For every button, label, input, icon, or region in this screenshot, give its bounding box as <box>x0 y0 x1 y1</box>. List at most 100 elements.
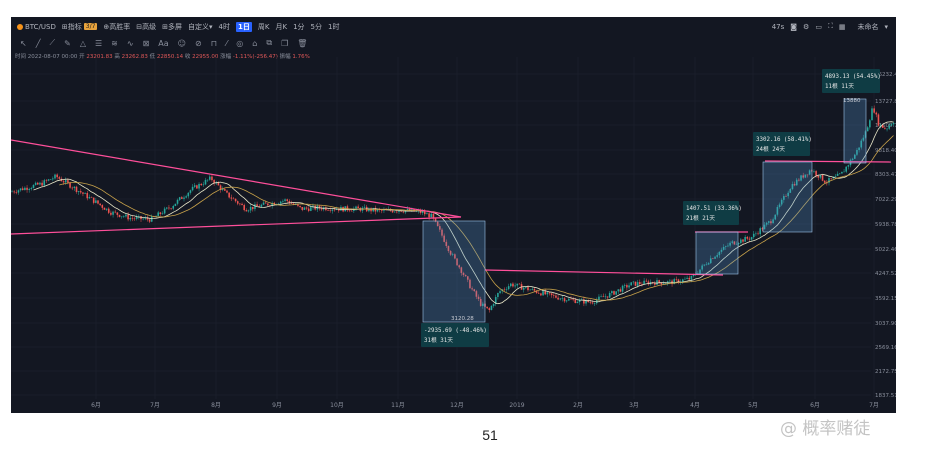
copy-icon[interactable]: ⧉ <box>266 38 273 47</box>
brush-icon[interactable]: ⁄ <box>225 38 228 48</box>
measure-label-bg <box>683 201 739 225</box>
measure-box-drop <box>422 220 486 323</box>
candle-body <box>262 202 265 205</box>
trendline-icon[interactable]: ╱ <box>35 38 41 48</box>
fullscreen-icon[interactable]: ⛶ <box>827 22 833 30</box>
x-tick-label: 3月 <box>629 402 639 409</box>
candle-body <box>174 203 177 206</box>
layout-icon[interactable]: ▭ <box>815 22 822 31</box>
candle-body <box>808 170 811 175</box>
candle-body <box>703 264 706 266</box>
candle-body <box>830 178 832 179</box>
measure-box-rise-2 <box>762 161 813 233</box>
candle-body <box>449 250 452 255</box>
magnet-icon[interactable]: ⊓ <box>210 38 217 48</box>
candle-body <box>757 233 759 235</box>
custom-interval-dropdown[interactable]: 自定义 ▾ <box>188 22 213 31</box>
candle-body <box>189 190 192 193</box>
candle-body <box>692 274 695 277</box>
interval-4h[interactable]: 4时 <box>218 22 231 31</box>
camera-icon[interactable]: ◙ <box>790 22 798 31</box>
cursor-icon[interactable]: ↖ <box>20 38 27 48</box>
trash-icon[interactable]: 🗑 <box>297 38 308 48</box>
candle-body <box>731 241 734 243</box>
candle-body <box>482 303 484 306</box>
candle-body <box>798 179 800 181</box>
fib-icon[interactable]: ☰ <box>95 38 103 48</box>
candlestick-chart[interactable]: 16232.44 13727.86 11609.72 9818.40 8303.47 70… <box>11 17 896 413</box>
interval-weekly[interactable]: 周K <box>257 22 270 31</box>
triangle-icon[interactable]: △ <box>79 38 86 48</box>
moving-average-slow-line <box>59 135 894 301</box>
candle-body <box>92 197 95 203</box>
candle-body <box>441 229 443 236</box>
candle-body <box>555 295 557 298</box>
candle-body <box>658 280 660 283</box>
pattern-icon[interactable]: ≋ <box>111 38 118 48</box>
eye-icon[interactable]: ◎ <box>236 38 244 48</box>
layout-grid-icon[interactable]: ▦ <box>838 22 846 31</box>
candle-body <box>854 154 856 159</box>
watermark-text: @ 概率赌徒 <box>780 419 871 439</box>
candle-body <box>787 192 789 197</box>
advanced-button[interactable]: ⊟ 高级 <box>136 22 157 31</box>
interval-1h[interactable]: 1时 <box>328 22 340 31</box>
candle-body <box>103 207 106 210</box>
symbol-label[interactable]: BTC/USD <box>17 23 56 31</box>
candle-body <box>150 216 153 222</box>
candle-body <box>211 176 213 181</box>
interval-1d[interactable]: 1日 <box>236 21 252 32</box>
account-dropdown[interactable]: 未命名 ▾ <box>857 22 888 31</box>
candle-body <box>507 286 510 290</box>
candle-body <box>619 289 622 292</box>
toolbar-right: 47s ◙ ⚙ ▭ ⛶ ▦ 未命名 ▾ <box>766 22 896 32</box>
y-tick-label: 2569.16 <box>875 345 896 351</box>
measure-label: 3302.16 (58.41%) 24根 24天 <box>753 132 812 156</box>
candle-body <box>735 243 738 245</box>
indicators-button[interactable]: ⊞ 指标 3/7 <box>61 22 98 31</box>
pen-icon[interactable]: ✎ <box>64 38 71 48</box>
y-tick-label: 7022.29 <box>875 197 896 203</box>
candle-body <box>155 216 157 217</box>
ray-icon[interactable]: ⟋ <box>49 38 56 47</box>
candle-body <box>776 207 779 215</box>
smiley-icon[interactable]: ☺ <box>177 38 186 48</box>
candle-body <box>140 216 142 220</box>
candle-body <box>307 208 310 211</box>
candle-body <box>451 254 454 255</box>
candle-body <box>834 175 837 177</box>
candle-body <box>45 180 48 181</box>
multi-screen-button[interactable]: ⊞ 多屏 <box>162 22 183 31</box>
candle-body <box>200 183 202 186</box>
measure-label-text: 24根 24天 <box>756 145 785 153</box>
interval-monthly[interactable]: 月K <box>275 22 288 31</box>
interval-1m[interactable]: 1分 <box>293 22 305 31</box>
candle-body <box>699 269 701 274</box>
candle-body <box>357 206 359 208</box>
candle-body <box>49 179 52 180</box>
measure-label-text: 11根 11天 <box>825 82 854 90</box>
candle-body <box>228 192 230 198</box>
candle-body <box>286 199 288 201</box>
x-tick-label: 6月 <box>810 402 820 409</box>
candle-body <box>488 308 491 310</box>
candle-body <box>105 208 108 210</box>
layers-icon[interactable]: ❐ <box>281 38 289 48</box>
x-tick-label: 12月 <box>450 402 464 409</box>
candle-body <box>688 277 691 280</box>
candle-body <box>252 206 254 210</box>
text-icon[interactable]: Aa <box>158 38 169 48</box>
elliott-icon[interactable]: ∿ <box>126 38 134 48</box>
candle-body <box>224 189 226 191</box>
candle-body <box>331 209 334 211</box>
lock-icon[interactable]: ⌂ <box>252 38 258 48</box>
interval-5m[interactable]: 5分 <box>310 22 323 31</box>
measure-icon[interactable]: ⊠ <box>142 38 150 48</box>
compare-button[interactable]: ⊕ 高胜率 <box>103 22 131 31</box>
candle-body <box>329 210 331 211</box>
candle-body <box>761 228 764 230</box>
ruler-icon[interactable]: ⊘ <box>195 38 202 48</box>
candle-body <box>755 233 757 235</box>
settings-icon[interactable]: ⚙ <box>803 22 810 31</box>
resistance-line-3 <box>764 160 892 163</box>
